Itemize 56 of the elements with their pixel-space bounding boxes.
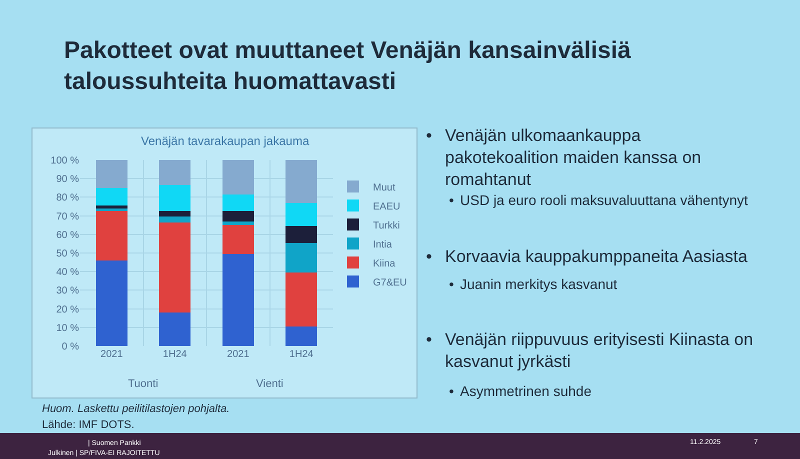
legend-label: G7&EU — [373, 277, 407, 288]
bar — [286, 226, 318, 243]
bar — [222, 221, 254, 226]
bar — [96, 260, 128, 346]
legend-label: Turkki — [373, 220, 400, 232]
text: • Venäjän ulkomaankauppa pakotekoalition maiden kanssa on romahtanut — [426, 126, 702, 190]
bar — [286, 160, 318, 203]
y-tick-label: 50 % — [56, 248, 80, 260]
legend-label: Kiina — [373, 258, 396, 270]
y-tick-label: 30 % — [56, 286, 80, 297]
bar — [96, 206, 128, 208]
y-tick-label: 70 % — [56, 211, 80, 222]
legend-label: Muut — [373, 182, 396, 194]
text: Vienti — [256, 378, 284, 390]
y-tick-label: 80 % — [56, 192, 80, 204]
text: • Asymmetrinen suhde — [449, 383, 592, 399]
y-tick-label: 10 % — [56, 322, 80, 334]
bar — [96, 188, 128, 206]
legend-label: EAEU — [373, 201, 400, 212]
bar — [159, 312, 191, 346]
bar — [222, 211, 254, 222]
bar — [286, 272, 318, 326]
bar — [222, 254, 254, 346]
text: Huom. Laskettu peilitilastojen pohjalta. — [42, 403, 230, 415]
bar — [222, 225, 254, 254]
x-tick-label: 2021 — [227, 349, 250, 360]
chart-title: Pakotteet ovat muuttaneet Venäjän kansainvälisiä taloussuhteita huomattavasti — [64, 37, 632, 96]
x-tick-label: 1H24 — [162, 349, 188, 360]
y-tick-label: 40 % — [56, 267, 80, 278]
bar — [222, 194, 254, 212]
chart-subtitle: Venäjän tavarakaupan jakauma — [141, 134, 310, 148]
bar — [159, 185, 191, 212]
bar — [286, 326, 318, 346]
y-tick-label: 20 % — [56, 304, 80, 316]
legend-label: Intia — [373, 239, 392, 250]
bar — [286, 242, 318, 273]
text: Lähde: IMF DOTS. — [42, 419, 134, 431]
y-tick-label: 90 % — [56, 174, 80, 186]
bar — [96, 211, 128, 260]
y-tick-label: 100 % — [50, 156, 80, 166]
bar — [159, 222, 191, 313]
y-tick-label: 60 % — [56, 230, 80, 241]
text: • Korvaavia kauppakumppaneita Aasiasta — [426, 247, 748, 266]
x-tick-label: 1H24 — [289, 349, 314, 360]
text: • Venäjän riippuvuus erityisesti Kiinasta on kasvanut jyrkästi — [426, 330, 754, 372]
bar — [286, 202, 318, 226]
bar — [222, 160, 254, 194]
text: Tuonti — [128, 378, 158, 390]
bar — [159, 216, 191, 222]
bar — [96, 160, 128, 188]
x-tick-label: 2021 — [100, 349, 124, 360]
y-tick-label: 0 % — [62, 342, 80, 352]
text: • USD ja euro rooli maksuvaluuttana vähentynyt — [449, 192, 748, 208]
bar — [159, 211, 191, 217]
text: • Juanin merkitys kasvanut — [449, 276, 618, 292]
bar — [159, 160, 191, 186]
